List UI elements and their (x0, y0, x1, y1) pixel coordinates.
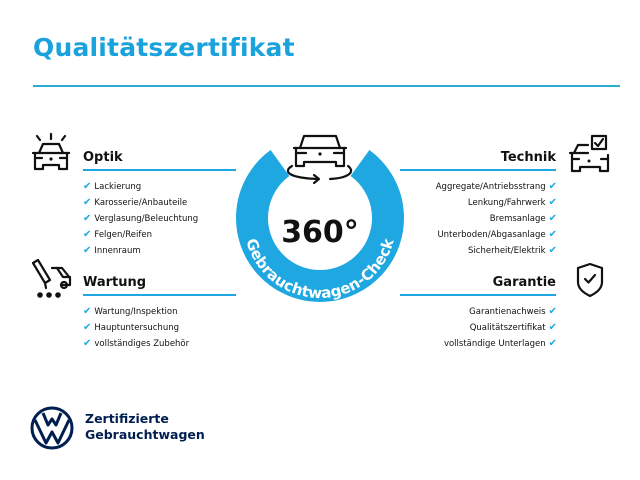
wartung-heading: Wartung (83, 275, 147, 290)
check-icon: ✔ (548, 229, 557, 240)
garantie-heading: Garantie (492, 275, 556, 290)
check-icon: ✔ (83, 338, 92, 349)
wartung-list: ✔ Wartung/Inspektion ✔ Hauptuntersuchung ✔… (83, 304, 189, 352)
title-divider (33, 85, 620, 87)
technik-heading: Technik (500, 150, 556, 165)
optik-list: ✔ Lackierung ✔ Karosserie/Anbauteile ✔ Verg… (83, 179, 198, 259)
check-icon: ✔ (548, 197, 557, 208)
car-lights-icon (31, 132, 71, 171)
check-icon: ✔ (548, 181, 557, 192)
check-icon: ✔ (83, 306, 92, 317)
list-item: ✔ Verglasung/Beleuchtung (83, 213, 199, 224)
list-item: Qualitätszertifikat ✔ (469, 322, 557, 333)
check-icon: ✔ (83, 322, 92, 333)
check-icon: ✔ (83, 197, 92, 208)
check-icon: ✔ (548, 306, 557, 317)
optik-heading: Optik (83, 150, 123, 165)
wartung-divider (83, 294, 236, 296)
list-item: Bremsanlage ✔ (489, 213, 557, 224)
list-item: ✔ Innenraum (83, 245, 141, 256)
car-checkbox-icon (568, 134, 610, 173)
list-item: vollständige Unterlagen ✔ (443, 338, 557, 349)
optik-divider (83, 169, 236, 171)
service-tools-icon (31, 258, 72, 298)
technik-divider (400, 169, 556, 171)
ring-arc (236, 150, 404, 302)
check-icon: ✔ (83, 245, 92, 256)
list-item: Sicherheit/Elektrik ✔ (468, 245, 557, 256)
garantie-list: Garantienachweis ✔ Qualitätszertifikat ✔ v… (444, 304, 557, 352)
list-item: ✔ Felgen/Reifen (83, 229, 153, 240)
list-item: Aggregate/Antriebsstrang ✔ (435, 181, 557, 192)
list-item: ✔ Hauptuntersuchung (83, 322, 179, 333)
list-item: ✔ Lackierung (83, 181, 142, 192)
list-item: ✔ Karosserie/Anbauteile (83, 197, 188, 208)
list-item: Unterboden/Abgasanlage ✔ (437, 229, 557, 240)
brand-wordmark: Zertifizierte Gebrauchtwagen (85, 411, 205, 442)
check-icon: ✔ (548, 245, 557, 256)
car-rotate-icon (286, 134, 353, 185)
vw-logo (30, 406, 74, 450)
garantie-divider (400, 294, 556, 296)
check-icon: ✔ (83, 229, 92, 240)
page-title: Qualitätszertifikat (33, 33, 295, 62)
list-item: Garantienachweis ✔ (469, 306, 557, 317)
check-360-badge: Gebrauchtwagen-Check 360° (236, 134, 404, 302)
check-icon: ✔ (548, 338, 557, 349)
shield-check-icon (576, 262, 604, 298)
technik-list: Aggregate/Antriebsstrang ✔ Lenkung/Fahrwe… (436, 179, 557, 259)
list-item: ✔ Wartung/Inspektion (83, 306, 178, 317)
value-360: 360° (281, 215, 359, 250)
check-icon: ✔ (83, 213, 92, 224)
check-icon: ✔ (548, 213, 557, 224)
check-icon: ✔ (548, 322, 557, 333)
check-icon: ✔ (83, 181, 92, 192)
list-item: ✔ vollständiges Zubehör (83, 338, 190, 349)
list-item: Lenkung/Fahrwerk ✔ (467, 197, 557, 208)
